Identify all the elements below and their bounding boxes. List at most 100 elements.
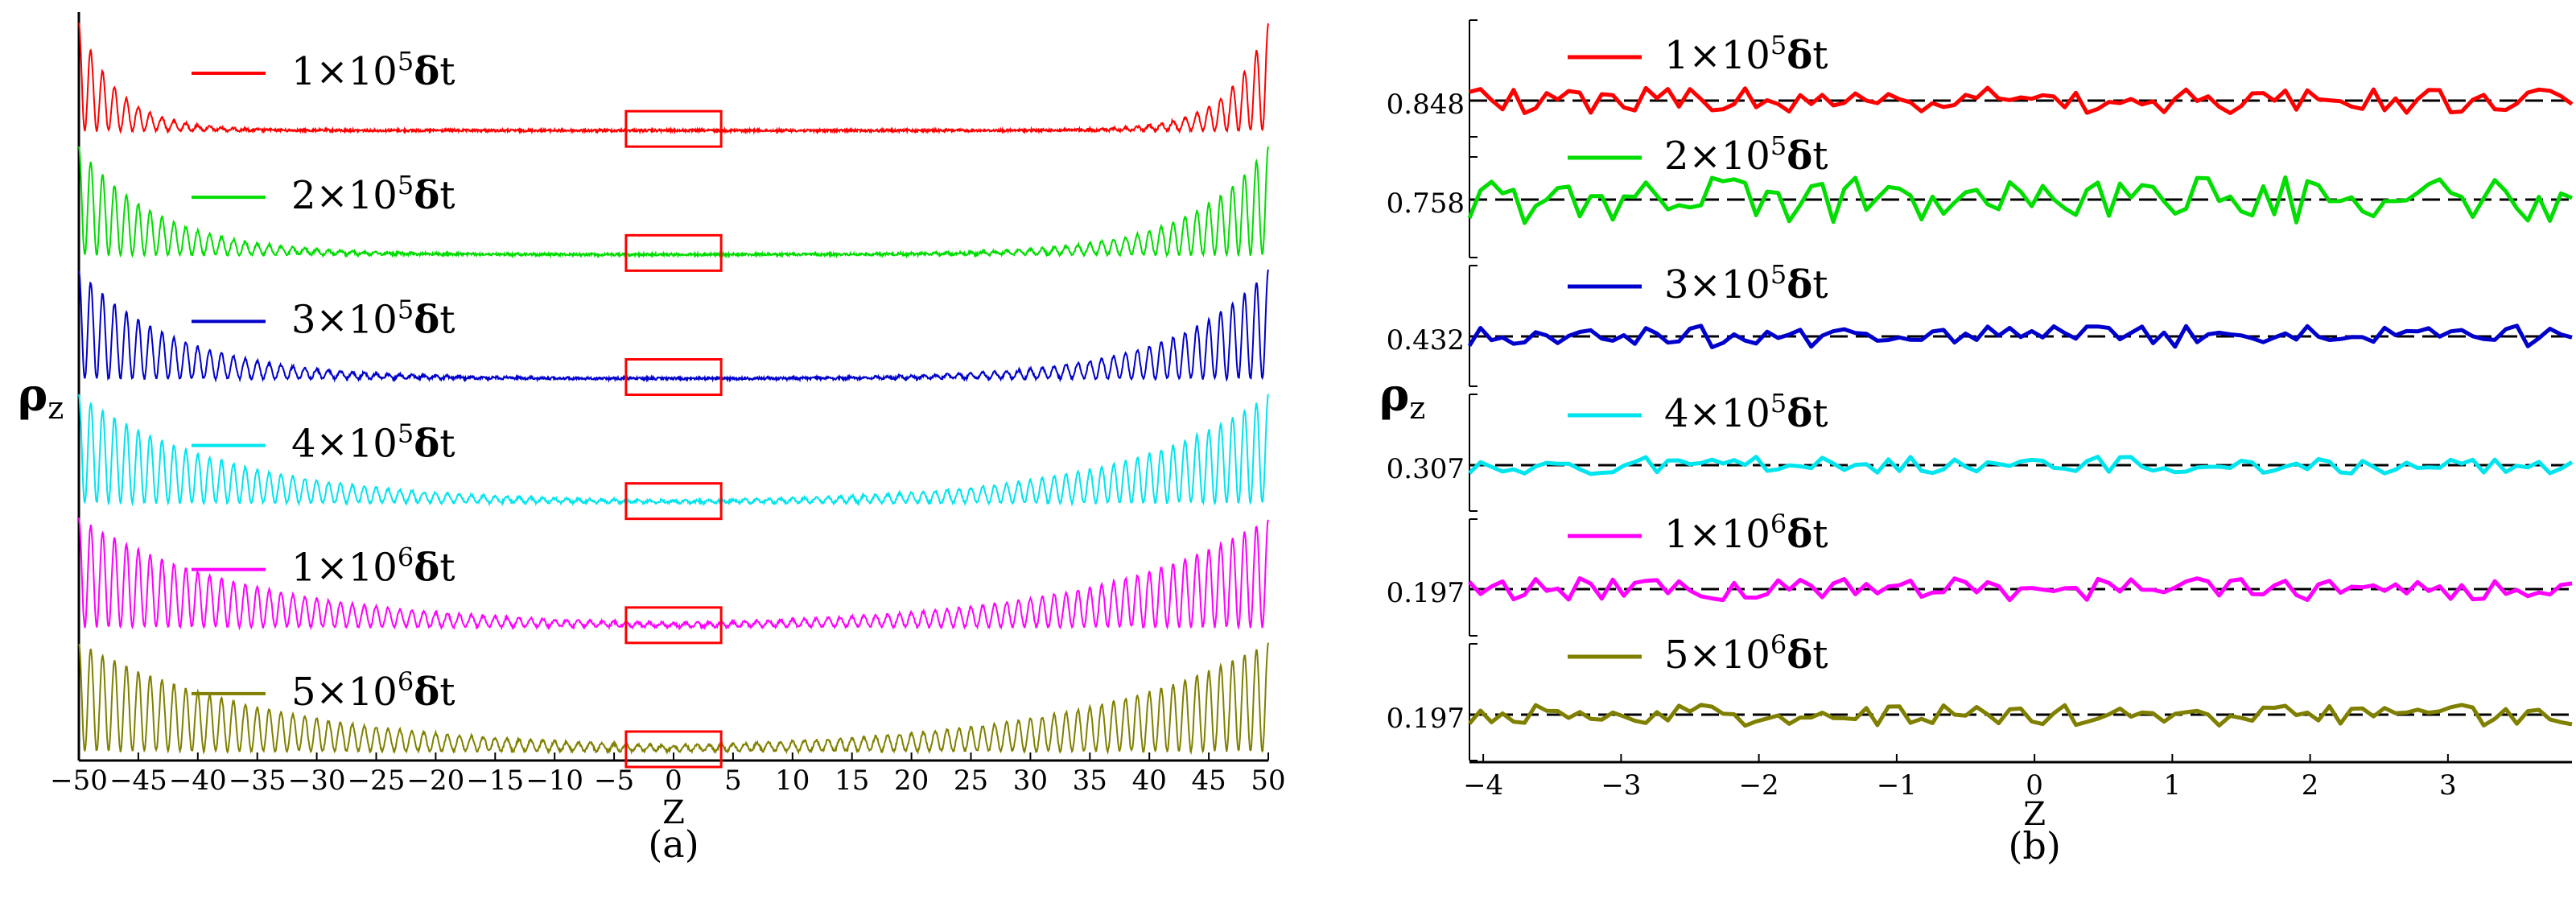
legend-coef: 4×10: [1664, 391, 1770, 436]
x-tick-label-a: −20: [407, 765, 465, 797]
x-tick-label-b: −2: [1739, 769, 1779, 802]
x-tick-label-a: −25: [348, 765, 406, 797]
legend-delta: δ: [414, 49, 439, 94]
x-tick-label-a: 25: [954, 765, 988, 797]
legend-exponent: 5: [1770, 130, 1787, 161]
series-b-5: [1468, 703, 2573, 728]
legend-coef: 5×10: [1664, 633, 1770, 678]
legend-t: t: [1812, 33, 1828, 78]
x-tick-label-a: 35: [1073, 765, 1107, 797]
series-b-0: [1469, 85, 2574, 115]
series-a-5: [78, 642, 1269, 756]
x-tick-label-a: −40: [169, 765, 227, 797]
legend-b-0: 1×105δt: [1664, 30, 1828, 78]
highlight-box-0: [624, 109, 723, 148]
legend-t: t: [1812, 134, 1828, 179]
legend-t: t: [439, 670, 455, 715]
x-tick-label-a: 0: [665, 765, 682, 797]
x-tick-label-a: −5: [594, 765, 634, 797]
legend-a-1: 2×105δt: [291, 170, 455, 218]
legend-a-0: 1×105δt: [291, 46, 455, 94]
x-tick-label-b: 0: [2026, 769, 2043, 802]
series-a-0: [78, 23, 1269, 135]
x-tick-label-a: 40: [1132, 765, 1167, 797]
y-tick-label-b-3: 0.307: [1387, 453, 1465, 485]
highlight-box-2: [624, 358, 723, 396]
legend-a-3: 4×105δt: [291, 418, 455, 467]
series-b-4: [1468, 576, 2573, 603]
legend-t: t: [1812, 262, 1828, 307]
legend-coef: 5×10: [291, 670, 398, 715]
highlight-box-4: [624, 606, 723, 645]
legend-b-3: 4×105δt: [1664, 388, 1828, 436]
legend-exponent: 5: [1770, 259, 1787, 290]
panel-b: 0.8481×105δt0.7582×105δt0.4323×105δt0.30…: [1379, 19, 2574, 868]
legend-coef: 3×10: [291, 297, 398, 342]
y-tick-label-b-4: 0.197: [1387, 577, 1465, 609]
legend-t: t: [439, 297, 455, 342]
y-label-sub: z: [1409, 390, 1425, 426]
legend-exponent: 5: [398, 294, 414, 324]
legend-coef: 1×10: [1664, 33, 1770, 78]
legend-exponent: 6: [1770, 629, 1787, 660]
legend-b-5: 5×106δt: [1664, 629, 1828, 678]
legend-b-4: 1×106δt: [1664, 509, 1828, 557]
legend-b-1: 2×105δt: [1664, 130, 1828, 179]
x-tick-label-a: −15: [466, 765, 524, 797]
y-label-rho: ρ: [18, 369, 47, 422]
y-tick-label-b-1: 0.758: [1387, 188, 1465, 220]
y-axis-label-a: ρz: [18, 369, 64, 426]
x-axis-label-a: Z: [662, 794, 685, 831]
legend-delta: δ: [414, 422, 439, 467]
x-tick-label-b: 1: [2164, 769, 2182, 802]
legend-delta: δ: [414, 297, 439, 342]
legend-t: t: [439, 173, 455, 218]
legend-t: t: [1812, 633, 1828, 678]
legend-coef: 3×10: [1664, 262, 1770, 307]
y-tick-label-b-2: 0.432: [1387, 324, 1465, 357]
legend-exponent: 5: [398, 170, 414, 200]
x-tick-label-b: 2: [2302, 769, 2319, 802]
y-axis-label-b: ρz: [1379, 369, 1425, 426]
x-tick-label-a: 45: [1191, 765, 1226, 797]
highlight-box-5: [624, 730, 723, 769]
y-tick-label-b-0: 0.848: [1387, 89, 1465, 121]
series-b-2: [1467, 324, 2573, 349]
panel-label-a: (a): [648, 822, 699, 866]
legend-delta: δ: [1787, 134, 1812, 179]
series-a-2: [78, 269, 1269, 383]
legend-exponent: 5: [398, 418, 414, 449]
legend-coef: 1×10: [1664, 512, 1770, 557]
series-a-1: [78, 146, 1269, 259]
legend-coef: 4×10: [291, 422, 398, 467]
y-label-sub: z: [47, 390, 64, 426]
x-tick-label-a: 5: [724, 765, 742, 797]
legend-a-4: 1×106δt: [291, 542, 455, 591]
series-b-1: [1467, 175, 2573, 225]
legend-delta: δ: [1787, 512, 1812, 557]
x-tick-label-b: −4: [1463, 769, 1503, 802]
x-tick-label-a: 30: [1013, 765, 1048, 797]
legend-a-5: 5×106δt: [291, 666, 455, 715]
legend-delta: δ: [1787, 262, 1812, 307]
x-tick-label-a: −50: [50, 765, 108, 797]
panel-label-b: (b): [2008, 824, 2060, 868]
legend-exponent: 5: [1770, 30, 1787, 60]
x-tick-label-a: 50: [1251, 765, 1285, 797]
x-tick-label-a: −45: [109, 765, 167, 797]
legend-delta: δ: [1787, 391, 1812, 436]
legend-t: t: [439, 546, 455, 591]
legend-exponent: 5: [1770, 388, 1787, 418]
x-tick-label-b: 3: [2439, 769, 2457, 802]
series-a-3: [78, 394, 1269, 507]
legend-t: t: [1812, 391, 1828, 436]
x-axis-label-b: Z: [2023, 796, 2046, 833]
legend-t: t: [439, 422, 455, 467]
x-tick-label-a: −10: [526, 765, 583, 797]
legend-exponent: 6: [1770, 509, 1787, 539]
x-tick-label-a: 15: [835, 765, 869, 797]
legend-delta: δ: [414, 546, 439, 591]
legend-exponent: 5: [398, 46, 414, 76]
y-tick-label-b-5: 0.197: [1387, 703, 1465, 735]
